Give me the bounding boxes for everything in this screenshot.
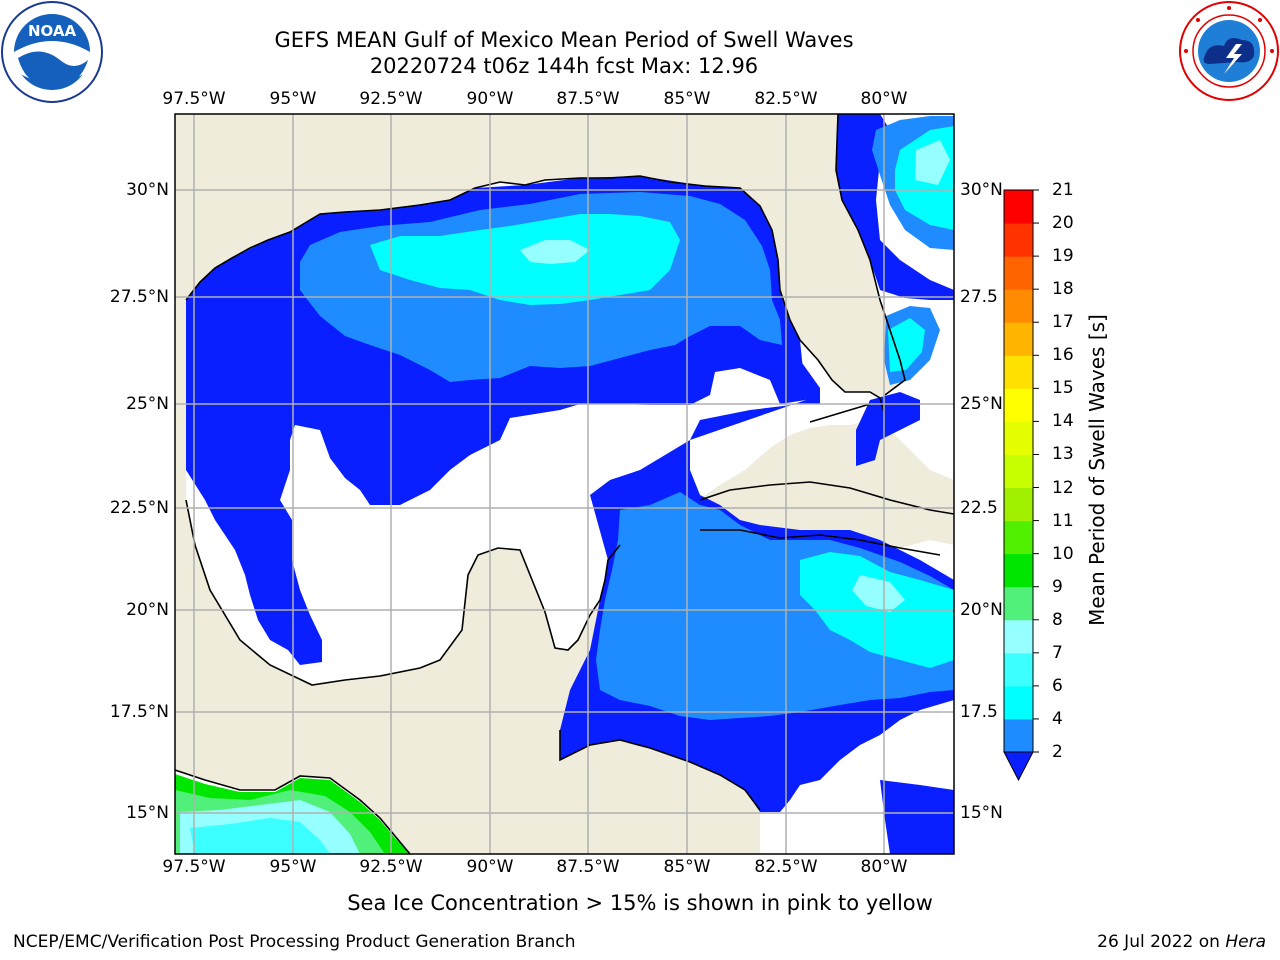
lon-tick-bottom: 87.5°W — [556, 857, 620, 877]
lat-tick-left: 17.5°N — [109, 702, 169, 722]
lon-tick-bottom: 82.5°W — [754, 857, 818, 877]
lon-tick-bottom: 92.5°W — [359, 857, 423, 877]
colorbar-tick-label: 8 — [1052, 609, 1063, 630]
colorbar-tick-label: 16 — [1052, 345, 1074, 366]
colorbar-segment — [1004, 520, 1033, 555]
lat-tick-right: 22.5 — [960, 498, 998, 518]
chart-title: GEFS MEAN Gulf of Mexico Mean Period of … — [274, 28, 854, 52]
map-panel — [175, 114, 954, 854]
lat-tick-left: 27.5°N — [109, 287, 169, 307]
colorbar-segment — [1004, 454, 1033, 489]
colorbar-tick-label: 18 — [1052, 279, 1074, 300]
swell-level-7-8 — [520, 140, 950, 612]
colorbar-tick-label: 20 — [1052, 213, 1074, 234]
colorbar-tick-label: 9 — [1052, 576, 1063, 597]
lon-tick-top: 82.5°W — [754, 89, 818, 109]
footer-branch: NCEP/EMC/Verification Post Processing Pr… — [13, 932, 576, 952]
gridlines — [175, 114, 954, 854]
lat-tick-right: 17.5 — [960, 702, 998, 722]
colorbar-tick-label: 2 — [1052, 742, 1063, 762]
lon-tick-bottom: 90°W — [466, 857, 514, 877]
lat-tick-left: 20°N — [126, 600, 169, 620]
lon-tick-bottom: 97.5°W — [162, 857, 226, 877]
colorbar-tick-label: 17 — [1052, 312, 1074, 333]
colorbar-segment — [1004, 355, 1033, 389]
footer-date: 26 Jul 2022 on Hera — [1097, 932, 1266, 952]
colorbar-segment — [1004, 223, 1033, 257]
lat-tick-left: 15°N — [126, 803, 169, 823]
chart-subtitle: 20220724 t06z 144h fcst Max: 12.96 — [369, 54, 759, 78]
colorbar-tick-label: 6 — [1052, 675, 1063, 696]
lon-tick-bottom: 85°W — [663, 857, 711, 877]
lon-tick-bottom: 80°W — [860, 857, 908, 877]
lat-tick-right: 27.5 — [960, 287, 998, 307]
coastlines — [175, 114, 954, 854]
colorbar-tick-label: 11 — [1052, 510, 1074, 531]
colorbar-segment — [1004, 421, 1033, 455]
lat-tick-left: 25°N — [126, 394, 169, 414]
colorbar-segment — [1004, 388, 1033, 422]
colorbar-segment — [1004, 685, 1033, 720]
colorbar-extend-arrow — [1003, 751, 1034, 782]
lat-tick-right: 20°N — [960, 600, 1003, 620]
lon-tick-top: 95°W — [269, 89, 317, 109]
noaa-logo-icon: NOAA — [1, 1, 103, 103]
footer-host: Hera — [1225, 932, 1266, 952]
lon-tick-top: 85°W — [663, 89, 711, 109]
colorbar-segment — [1004, 289, 1033, 323]
colorbar-tick-label: 10 — [1052, 543, 1074, 564]
lat-tick-right: 15°N — [960, 803, 1003, 823]
colorbar-segment — [1004, 652, 1033, 687]
lat-tick-left: 22.5°N — [109, 498, 169, 518]
lon-tick-top: 80°W — [860, 89, 908, 109]
colorbar-segment — [1004, 553, 1033, 588]
colorbar-segment — [1004, 718, 1033, 753]
colorbar — [1003, 189, 1039, 782]
colorbar-frame — [1003, 189, 1034, 753]
lon-tick-top: 87.5°W — [556, 89, 620, 109]
colorbar-segment — [1004, 487, 1033, 522]
colorbar-tick-label: 19 — [1052, 246, 1074, 267]
colorbar-segment — [1004, 190, 1033, 224]
colorbar-tick-label: 15 — [1052, 378, 1074, 399]
colorbar-segment — [1004, 256, 1033, 290]
lat-tick-right: 25°N — [960, 394, 1003, 414]
colorbar-segment — [1004, 619, 1033, 654]
colorbar-tick-label: 21 — [1052, 180, 1074, 200]
map-frame — [174, 113, 955, 855]
colorbar-tick-label: 12 — [1052, 477, 1074, 498]
svg-text:NOAA: NOAA — [28, 22, 77, 40]
lon-tick-top: 90°W — [466, 89, 514, 109]
lat-tick-right: 30°N — [960, 180, 1003, 200]
colorbar-tick-label: 4 — [1052, 708, 1063, 729]
lon-tick-bottom: 95°W — [269, 857, 317, 877]
colorbar-tick-label: 14 — [1052, 411, 1074, 432]
colorbar-tick-label: 7 — [1052, 642, 1063, 663]
colorbar-tick-label: 13 — [1052, 444, 1074, 465]
lon-tick-top: 92.5°W — [359, 89, 423, 109]
colorbar-segment — [1004, 322, 1033, 356]
lon-tick-top: 97.5°W — [162, 89, 226, 109]
colorbar-title: Mean Period of Swell Waves [s] — [1085, 314, 1109, 626]
colorbar-segment — [1004, 586, 1033, 621]
sea-ice-note: Sea Ice Concentration > 15% is shown in … — [347, 891, 933, 915]
nws-logo-icon — [1179, 1, 1279, 101]
lat-tick-left: 30°N — [126, 180, 169, 200]
